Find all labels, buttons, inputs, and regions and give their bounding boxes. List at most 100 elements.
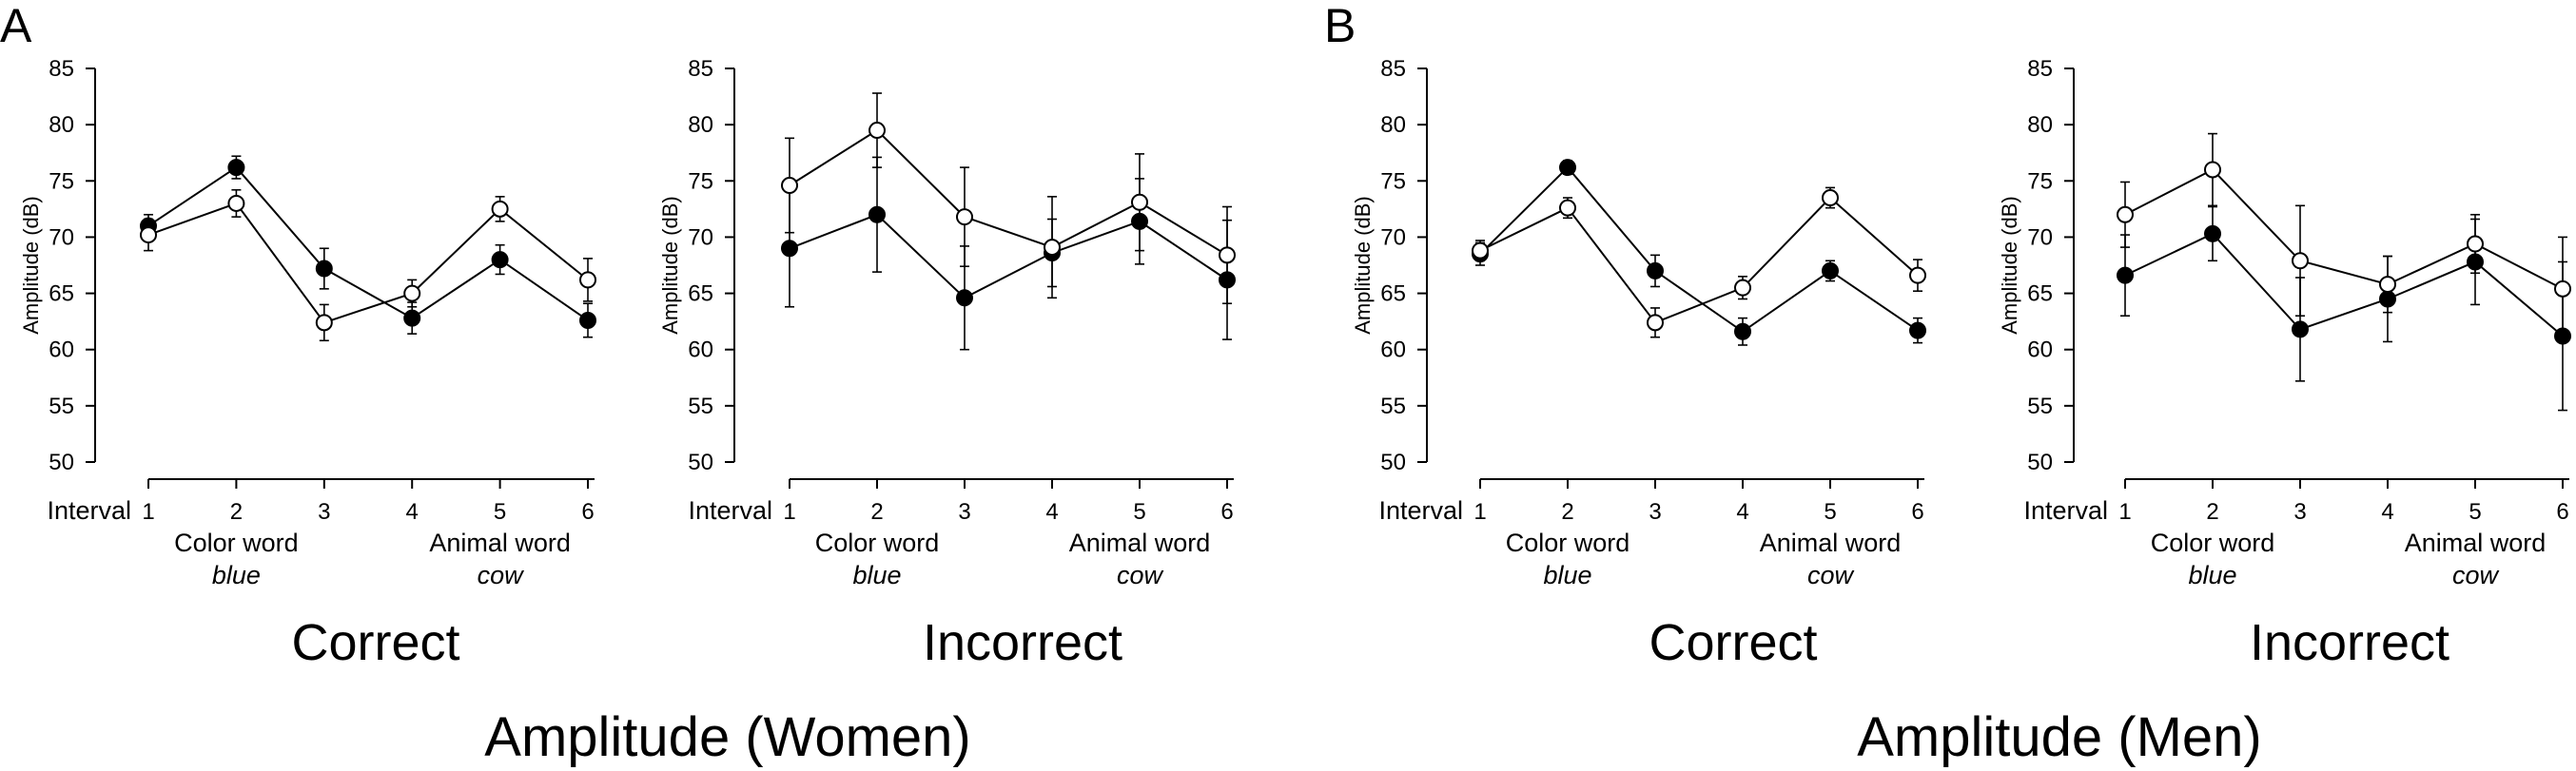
data-point-filled bbox=[1219, 271, 1236, 289]
y-tick-label: 70 bbox=[688, 224, 713, 250]
data-point-filled bbox=[491, 251, 509, 269]
y-tick-label: 55 bbox=[688, 394, 713, 419]
data-point-open bbox=[1559, 199, 1576, 217]
data-point-filled bbox=[1559, 159, 1576, 177]
data-point-open bbox=[868, 122, 886, 140]
data-point-open bbox=[781, 177, 798, 195]
x-tick-label: 5 bbox=[1133, 499, 1145, 525]
animal-word-label: Animal word bbox=[429, 529, 571, 557]
x-tick-label: 2 bbox=[2206, 499, 2218, 525]
y-tick-label: 70 bbox=[49, 224, 74, 250]
series-line-open bbox=[1479, 196, 1919, 324]
x-tick-label: 4 bbox=[1045, 499, 1058, 525]
data-point-open bbox=[1044, 239, 1061, 257]
y-tick-label: 55 bbox=[1380, 394, 1406, 419]
x-tick-label: 2 bbox=[870, 499, 883, 525]
x-tick-label: 5 bbox=[2469, 499, 2481, 525]
y-tick-label: 70 bbox=[2027, 224, 2053, 250]
color-word-example: blue bbox=[212, 561, 261, 589]
chart-2: 50 55 60 65 70 75 80 85 1 2 3 4 5 6 Amplitude (dB) Inte… bbox=[658, 56, 1236, 671]
data-point-open bbox=[2292, 252, 2309, 270]
y-axis-label: Amplitude (dB) bbox=[658, 196, 682, 335]
data-point-open bbox=[227, 194, 245, 212]
series-line-filled bbox=[1479, 165, 1919, 334]
y-axis-label: Amplitude (dB) bbox=[1351, 196, 1375, 335]
panel-title-a: Amplitude (Women) bbox=[484, 706, 970, 768]
x-tick-label: 2 bbox=[1561, 499, 1573, 525]
y-tick-label: 60 bbox=[688, 337, 713, 363]
series-line-open bbox=[789, 128, 1228, 257]
y-tick-label: 50 bbox=[49, 450, 74, 475]
y-tick-label: 85 bbox=[1380, 56, 1406, 82]
data-point-open bbox=[2379, 276, 2396, 294]
chart-subtitle: Correct bbox=[291, 614, 459, 671]
x-tick-label: 3 bbox=[1649, 499, 1661, 525]
series-line-open bbox=[2124, 168, 2564, 290]
data-point-filled bbox=[1131, 212, 1148, 230]
y-tick-label: 70 bbox=[1380, 224, 1406, 250]
x-axis-label: Interval bbox=[1378, 496, 1463, 525]
data-point-filled bbox=[403, 309, 421, 327]
y-tick-label: 65 bbox=[1380, 281, 1406, 307]
data-point-open bbox=[1822, 189, 1839, 207]
data-point-open bbox=[1219, 246, 1236, 264]
y-tick-label: 60 bbox=[2027, 337, 2053, 363]
x-tick-label: 6 bbox=[581, 499, 594, 525]
y-tick-label: 85 bbox=[49, 56, 74, 82]
chart-subtitle: Incorrect bbox=[923, 614, 1122, 671]
y-tick-label: 80 bbox=[1380, 112, 1406, 138]
x-tick-label: 1 bbox=[142, 499, 154, 525]
series-line-filled bbox=[147, 165, 589, 321]
data-point-open bbox=[1734, 279, 1751, 297]
y-axis-label: Amplitude (dB) bbox=[1998, 196, 2021, 335]
x-tick-label: 1 bbox=[1473, 499, 1486, 525]
y-tick-label: 65 bbox=[2027, 281, 2053, 307]
y-tick-label: 75 bbox=[1380, 168, 1406, 194]
data-point-open bbox=[2204, 161, 2221, 179]
data-point-open bbox=[579, 271, 596, 289]
color-word-example: blue bbox=[852, 561, 901, 589]
animal-word-label: Animal word bbox=[2405, 529, 2547, 557]
x-tick-label: 6 bbox=[1220, 499, 1233, 525]
data-point-filled bbox=[2554, 327, 2571, 345]
y-tick-label: 50 bbox=[688, 450, 713, 475]
y-tick-label: 80 bbox=[2027, 112, 2053, 138]
x-tick-label: 1 bbox=[2118, 499, 2131, 525]
color-word-example: blue bbox=[2188, 561, 2236, 589]
series-line-open bbox=[147, 202, 589, 324]
data-point-open bbox=[491, 200, 509, 218]
color-word-label: Color word bbox=[2151, 529, 2275, 557]
y-tick-label: 80 bbox=[688, 112, 713, 138]
x-tick-label: 3 bbox=[958, 499, 970, 525]
color-word-label: Color word bbox=[815, 529, 940, 557]
data-point-filled bbox=[2467, 253, 2484, 271]
x-tick-label: 4 bbox=[406, 499, 419, 525]
data-point-open bbox=[2554, 279, 2571, 298]
data-point-filled bbox=[2204, 224, 2221, 242]
data-point-filled bbox=[781, 240, 798, 258]
animal-word-label: Animal word bbox=[1069, 529, 1211, 557]
animal-word-example: cow bbox=[2452, 561, 2500, 589]
chart-subtitle: Correct bbox=[1649, 614, 1817, 671]
y-tick-label: 55 bbox=[49, 394, 74, 419]
data-point-filled bbox=[2117, 266, 2134, 284]
animal-word-example: cow bbox=[1117, 561, 1164, 589]
y-tick-label: 65 bbox=[688, 281, 713, 307]
y-tick-label: 55 bbox=[2027, 394, 2053, 419]
y-tick-label: 75 bbox=[2027, 168, 2053, 194]
y-tick-label: 80 bbox=[49, 112, 74, 138]
data-point-filled bbox=[956, 289, 973, 307]
x-tick-label: 2 bbox=[230, 499, 243, 525]
chart-4: 50 55 60 65 70 75 80 85 1 2 3 4 5 6 Amplitude (dB) Inte… bbox=[1998, 56, 2571, 671]
chart-1: 50 55 60 65 70 75 80 85 1 2 3 4 5 6 Amplitude (dB) Inte… bbox=[19, 56, 596, 671]
data-point-filled bbox=[2292, 320, 2309, 338]
data-point-open bbox=[2117, 205, 2134, 223]
panel-title-b: Amplitude (Men) bbox=[1857, 706, 2261, 768]
x-tick-label: 3 bbox=[318, 499, 330, 525]
y-tick-label: 50 bbox=[1380, 450, 1406, 475]
data-point-open bbox=[1472, 241, 1489, 260]
x-tick-label: 4 bbox=[1736, 499, 1748, 525]
panel-letter-b: B bbox=[1324, 0, 1356, 52]
